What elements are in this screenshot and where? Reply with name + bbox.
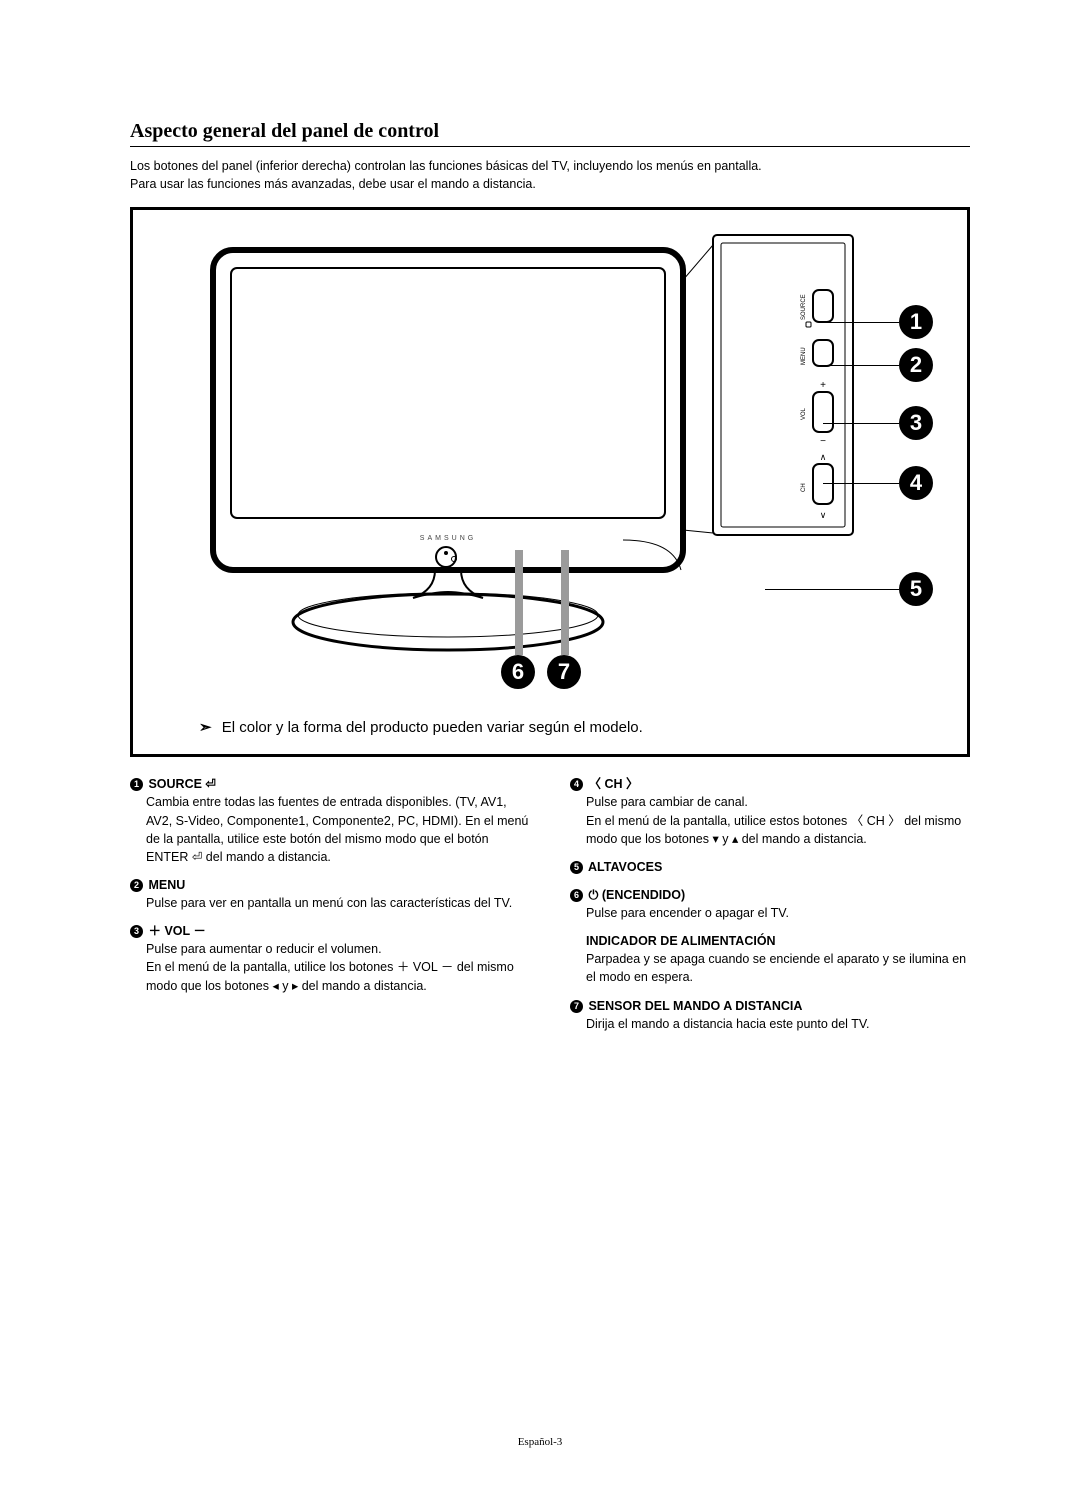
descriptions-left: 1 SOURCE ⏎Cambia entre todas las fuentes… <box>130 775 530 1043</box>
item-head-label: SOURCE ⏎ <box>145 777 216 791</box>
description-heading: 6 ⏻ (ENCENDIDO) <box>570 886 970 904</box>
item-number-badge: 2 <box>130 879 143 892</box>
description-item: 1 SOURCE ⏎Cambia entre todas las fuentes… <box>130 775 530 866</box>
intro-text: Los botones del panel (inferior derecha)… <box>130 157 970 193</box>
svg-text:CH: CH <box>801 484 807 493</box>
tv-illustration: SAMSUNG SOURCE MENU + VOL − ∧ CH ∨ <box>153 220 933 680</box>
description-heading: 1 SOURCE ⏎ <box>130 775 530 793</box>
item-head-label: MENU <box>145 878 185 892</box>
note-text: El color y la forma del producto pueden … <box>222 719 643 736</box>
item-number-badge: 6 <box>570 889 583 902</box>
section-title: Aspecto general del panel de control <box>130 120 970 147</box>
callout-badge-7: 7 <box>547 655 581 689</box>
description-item: 5 ALTAVOCES <box>570 858 970 876</box>
description-heading: 5 ALTAVOCES <box>570 858 970 876</box>
description-body: Pulse para encender o apagar el TV. <box>570 904 970 922</box>
svg-text:∨: ∨ <box>820 510 827 520</box>
svg-text:+: + <box>820 380 826 391</box>
svg-text:MENU: MENU <box>801 348 807 366</box>
leader-line <box>823 322 899 323</box>
diagram-note: ➣ El color y la forma del producto puede… <box>199 718 643 736</box>
description-heading: 7 SENSOR DEL MANDO A DISTANCIA <box>570 997 970 1015</box>
description-item: 7 SENSOR DEL MANDO A DISTANCIADirija el … <box>570 997 970 1033</box>
leader-line-vertical <box>561 550 569 655</box>
note-arrow-icon: ➣ <box>199 719 212 736</box>
item-number-badge: 4 <box>570 778 583 791</box>
item-number-badge: 7 <box>570 1000 583 1013</box>
callout-badge-3: 3 <box>899 406 933 440</box>
diagram-container: SAMSUNG SOURCE MENU + VOL − ∧ CH ∨ <box>130 207 970 757</box>
description-item: 6 ⏻ (ENCENDIDO)Pulse para encender o apa… <box>570 886 970 922</box>
item-number-badge: 1 <box>130 778 143 791</box>
description-body: Cambia entre todas las fuentes de entrad… <box>130 793 530 866</box>
item-head-label: ALTAVOCES <box>585 860 662 874</box>
callout-badge-6: 6 <box>501 655 535 689</box>
callout-badge-4: 4 <box>899 466 933 500</box>
item-head-label: 〈 CH 〉 <box>585 777 638 791</box>
description-heading: 3 ＋ VOL － <box>130 922 530 940</box>
brand-label: SAMSUNG <box>420 535 476 542</box>
description-item: 2 MENUPulse para ver en pantalla un menú… <box>130 876 530 912</box>
description-item: 4 〈 CH 〉Pulse para cambiar de canal. En … <box>570 775 970 848</box>
leader-line <box>823 483 899 484</box>
item-head-label: ⏻ (ENCENDIDO) <box>585 888 685 902</box>
description-body: Parpadea y se apaga cuando se enciende e… <box>570 950 970 986</box>
descriptions: 1 SOURCE ⏎Cambia entre todas las fuentes… <box>130 775 970 1043</box>
leader-line <box>823 365 899 366</box>
description-body: Pulse para cambiar de canal. En el menú … <box>570 793 970 847</box>
description-body: Pulse para aumentar o reducir el volumen… <box>130 940 530 994</box>
description-heading: 4 〈 CH 〉 <box>570 775 970 793</box>
callout-badge-5: 5 <box>899 572 933 606</box>
leader-line <box>823 423 899 424</box>
svg-text:∧: ∧ <box>820 452 827 462</box>
description-body: Dirija el mando a distancia hacia este p… <box>570 1015 970 1033</box>
callout-badge-1: 1 <box>899 305 933 339</box>
description-body: Pulse para ver en pantalla un menú con l… <box>130 894 530 912</box>
svg-text:−: − <box>820 436 826 447</box>
descriptions-right: 4 〈 CH 〉Pulse para cambiar de canal. En … <box>570 775 970 1043</box>
leader-line-vertical <box>515 550 523 655</box>
svg-text:VOL: VOL <box>801 408 807 421</box>
leader-line <box>765 589 899 590</box>
intro-line-1: Los botones del panel (inferior derecha)… <box>130 159 762 173</box>
callout-badge-2: 2 <box>899 348 933 382</box>
intro-line-2: Para usar las funciones más avanzadas, d… <box>130 177 536 191</box>
item-head-label: ＋ VOL － <box>145 924 206 938</box>
page-footer: Español-3 <box>0 1436 1080 1448</box>
item-number-badge: 5 <box>570 861 583 874</box>
item-head-label: SENSOR DEL MANDO A DISTANCIA <box>585 999 802 1013</box>
description-heading: INDICADOR DE ALIMENTACIÓN <box>570 932 970 950</box>
svg-text:SOURCE: SOURCE <box>801 295 807 321</box>
item-number-badge: 3 <box>130 925 143 938</box>
description-item: INDICADOR DE ALIMENTACIÓNParpadea y se a… <box>570 932 970 986</box>
description-heading: 2 MENU <box>130 876 530 894</box>
description-item: 3 ＋ VOL －Pulse para aumentar o reducir e… <box>130 922 530 995</box>
